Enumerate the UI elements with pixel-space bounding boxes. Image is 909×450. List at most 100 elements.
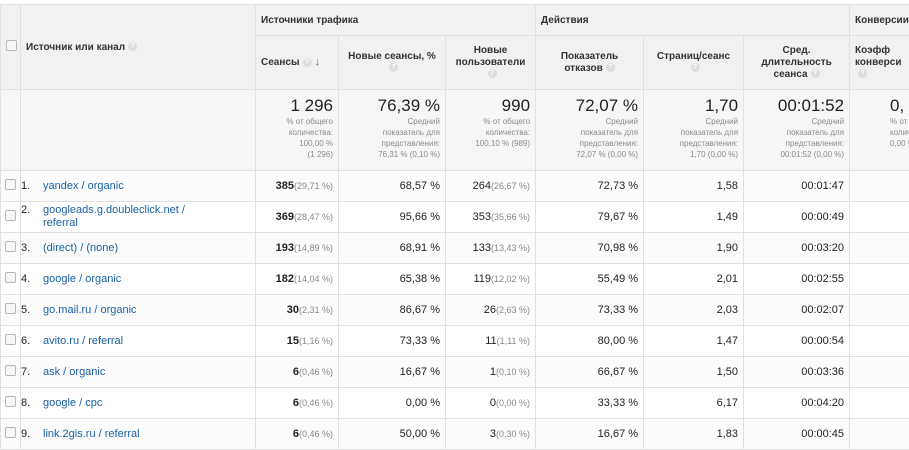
conversion-cell xyxy=(850,233,909,264)
total-sub: Средний xyxy=(744,117,844,127)
help-icon[interactable]: ? xyxy=(303,58,312,67)
new-users-value: 11 xyxy=(485,335,496,347)
new-users-percent: (2,63 %) xyxy=(496,305,530,315)
row-checkbox[interactable] xyxy=(5,210,16,221)
sessions-cell: 369(28,47 %) xyxy=(256,202,339,233)
new-sessions-cell: 0,00 % xyxy=(339,388,446,419)
total-value: 1,70 xyxy=(644,96,738,116)
source-link[interactable]: googleads.g.doubleclick.net / referral xyxy=(43,204,221,230)
source-cell: 4.google / organic xyxy=(21,264,256,295)
help-icon[interactable]: ? xyxy=(811,69,820,78)
source-link[interactable]: google / cpc xyxy=(43,397,221,410)
source-link[interactable]: avito.ru / referral xyxy=(43,335,221,348)
new-users-cell: 119(12,02 %) xyxy=(446,264,536,295)
sessions-value: 385 xyxy=(276,180,294,192)
col-bounce-label-1: Показатель xyxy=(561,51,618,62)
row-checkbox-cell xyxy=(1,264,21,295)
col-new-users[interactable]: Новые пользователи? xyxy=(446,36,536,90)
total-sub: 76,31 % (0,10 %) xyxy=(339,150,440,160)
new-sessions-cell: 16,67 % xyxy=(339,357,446,388)
col-sessions[interactable]: Сеансы?↓ xyxy=(256,36,339,90)
source-medium-header[interactable]: Источник или канал? xyxy=(21,5,256,90)
help-icon[interactable]: ? xyxy=(691,63,700,72)
row-index: 5. xyxy=(21,304,43,316)
total-sub: показатель для xyxy=(644,128,738,138)
help-icon[interactable]: ? xyxy=(488,69,497,78)
source-link[interactable]: (direct) / (none) xyxy=(43,242,221,255)
pages-cell: 1,50 xyxy=(644,357,744,388)
table-header: Источник или канал? Источники трафика Де… xyxy=(1,5,909,90)
help-icon[interactable]: ? xyxy=(858,69,867,78)
row-checkbox[interactable] xyxy=(5,365,16,376)
help-icon[interactable]: ? xyxy=(389,63,398,72)
bounce-cell: 33,33 % xyxy=(536,388,644,419)
sessions-percent: (1,16 %) xyxy=(299,336,333,346)
sort-desc-icon[interactable]: ↓ xyxy=(315,56,321,68)
total-sub: представления: xyxy=(644,139,738,149)
pages-cell: 1,58 xyxy=(644,171,744,202)
group-conversions: Конверсии xyxy=(850,5,909,36)
bounce-cell: 79,67 % xyxy=(536,202,644,233)
total-sub: представления: xyxy=(744,139,844,149)
col-pages-per-session[interactable]: Страниц/сеанс? xyxy=(644,36,744,90)
col-new-sessions[interactable]: Новые сеансы, %? xyxy=(339,36,446,90)
total-value: 990 xyxy=(446,96,530,116)
row-checkbox[interactable] xyxy=(5,427,16,438)
source-link[interactable]: google / organic xyxy=(43,273,221,286)
col-duration-label-1: Сред. xyxy=(783,45,811,56)
row-checkbox[interactable] xyxy=(5,241,16,252)
group-traffic: Источники трафика xyxy=(256,5,536,36)
source-link[interactable]: go.mail.ru / organic xyxy=(43,304,221,317)
duration-cell: 00:04:20 xyxy=(744,388,850,419)
help-icon[interactable]: ? xyxy=(128,42,137,51)
total-new-users: 990 % от общего количества: 100,10 % (98… xyxy=(446,90,536,171)
sessions-percent: (0,46 %) xyxy=(299,398,333,408)
bounce-cell: 16,67 % xyxy=(536,419,644,450)
col-conversion-rate[interactable]: Коэфф конверси? xyxy=(850,36,909,90)
row-checkbox[interactable] xyxy=(5,272,16,283)
bounce-cell: 70,98 % xyxy=(536,233,644,264)
sessions-value: 15 xyxy=(287,335,299,347)
source-link[interactable]: ask / organic xyxy=(43,366,221,379)
row-checkbox[interactable] xyxy=(5,334,16,345)
col-conv-label-2: конверси xyxy=(855,57,901,68)
source-link[interactable]: link.2gis.ru / referral xyxy=(43,428,221,441)
new-sessions-cell: 50,00 % xyxy=(339,419,446,450)
duration-cell: 00:00:54 xyxy=(744,326,850,357)
col-bounce-rate[interactable]: Показатель отказов? xyxy=(536,36,644,90)
row-index: 7. xyxy=(21,366,43,378)
new-users-cell: 11(1,11 %) xyxy=(446,326,536,357)
col-pages-label: Страниц/сеанс xyxy=(657,51,730,62)
total-new-sessions: 76,39 % Средний показатель для представл… xyxy=(339,90,446,171)
row-checkbox[interactable] xyxy=(5,303,16,314)
source-cell: 9.link.2gis.ru / referral xyxy=(21,419,256,450)
row-index: 3. xyxy=(21,242,43,254)
new-users-cell: 26(2,63 %) xyxy=(446,295,536,326)
sessions-cell: 385(29,71 %) xyxy=(256,171,339,202)
pages-cell: 1,83 xyxy=(644,419,744,450)
sessions-value: 30 xyxy=(287,304,299,316)
select-all-checkbox[interactable] xyxy=(6,40,17,51)
total-sub: 00:01:52 (0,00 %) xyxy=(744,150,844,160)
col-avg-duration[interactable]: Сред. длительность сеанса? xyxy=(744,36,850,90)
total-sub: 0,00 % xyxy=(890,139,909,149)
col-duration-label-3: сеанса xyxy=(774,69,808,80)
row-checkbox[interactable] xyxy=(5,396,16,407)
total-sub: Средний xyxy=(536,117,638,127)
row-index: 8. xyxy=(21,397,43,409)
help-icon[interactable]: ? xyxy=(606,63,615,72)
col-bounce-label-2: отказов xyxy=(564,63,602,74)
new-users-percent: (12,02 %) xyxy=(491,274,530,284)
source-link[interactable]: yandex / organic xyxy=(43,180,221,193)
col-duration-label-2: длительность xyxy=(761,57,831,68)
conversion-cell xyxy=(850,357,909,388)
sessions-value: 182 xyxy=(276,273,294,285)
total-sub: показатель для xyxy=(339,128,440,138)
total-sub: количества: xyxy=(256,128,333,138)
row-checkbox[interactable] xyxy=(5,179,16,190)
source-cell: 7.ask / organic xyxy=(21,357,256,388)
total-sub: показатель для xyxy=(744,128,844,138)
